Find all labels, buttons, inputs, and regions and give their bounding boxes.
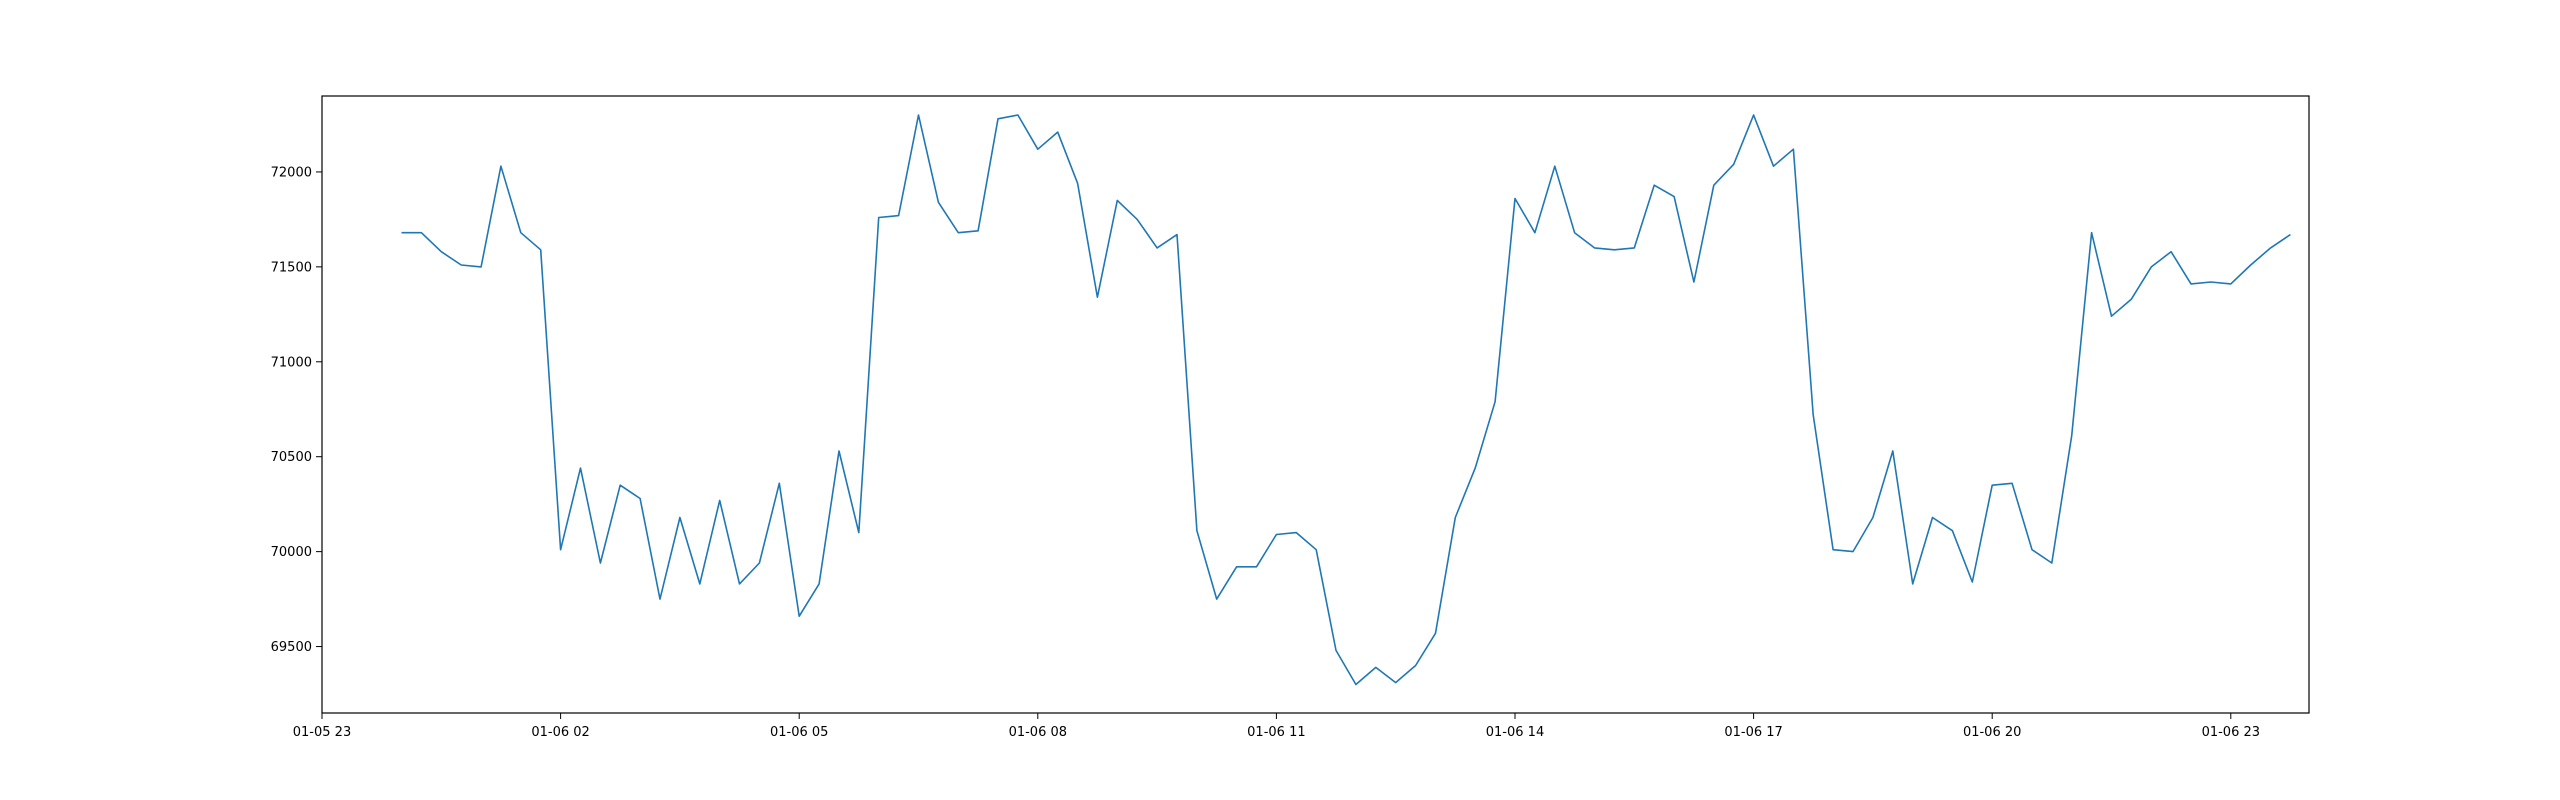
x-tick-label: 01-06 02 — [531, 725, 589, 740]
y-tick-label: 69500 — [271, 640, 312, 655]
x-tick-label: 01-06 23 — [2202, 725, 2260, 740]
series-group — [401, 114, 2291, 686]
y-axis: 69500 70000 70500 71000 71500 72000 — [271, 165, 322, 655]
y-tick-label: 70500 — [271, 450, 312, 465]
x-tick-label: 01-06 17 — [1724, 725, 1782, 740]
x-tick-label: 01-06 08 — [1009, 725, 1067, 740]
y-tick-label: 71000 — [271, 355, 312, 370]
x-tick-label: 01-05 23 — [293, 725, 351, 740]
x-tick-label: 01-06 11 — [1247, 725, 1305, 740]
y-tick-label: 70000 — [271, 545, 312, 560]
x-tick-label: 01-06 14 — [1486, 725, 1544, 740]
plot-frame — [321, 95, 2310, 714]
series-line — [401, 114, 2291, 686]
x-tick-label: 01-06 20 — [1963, 725, 2021, 740]
y-tick-label: 72000 — [271, 165, 312, 180]
y-tick-label: 71500 — [271, 260, 312, 275]
x-axis: 01-05 23 01-06 02 01-06 05 01-06 08 01-06 11… — [293, 713, 2260, 740]
x-tick-label: 01-06 05 — [770, 725, 828, 740]
